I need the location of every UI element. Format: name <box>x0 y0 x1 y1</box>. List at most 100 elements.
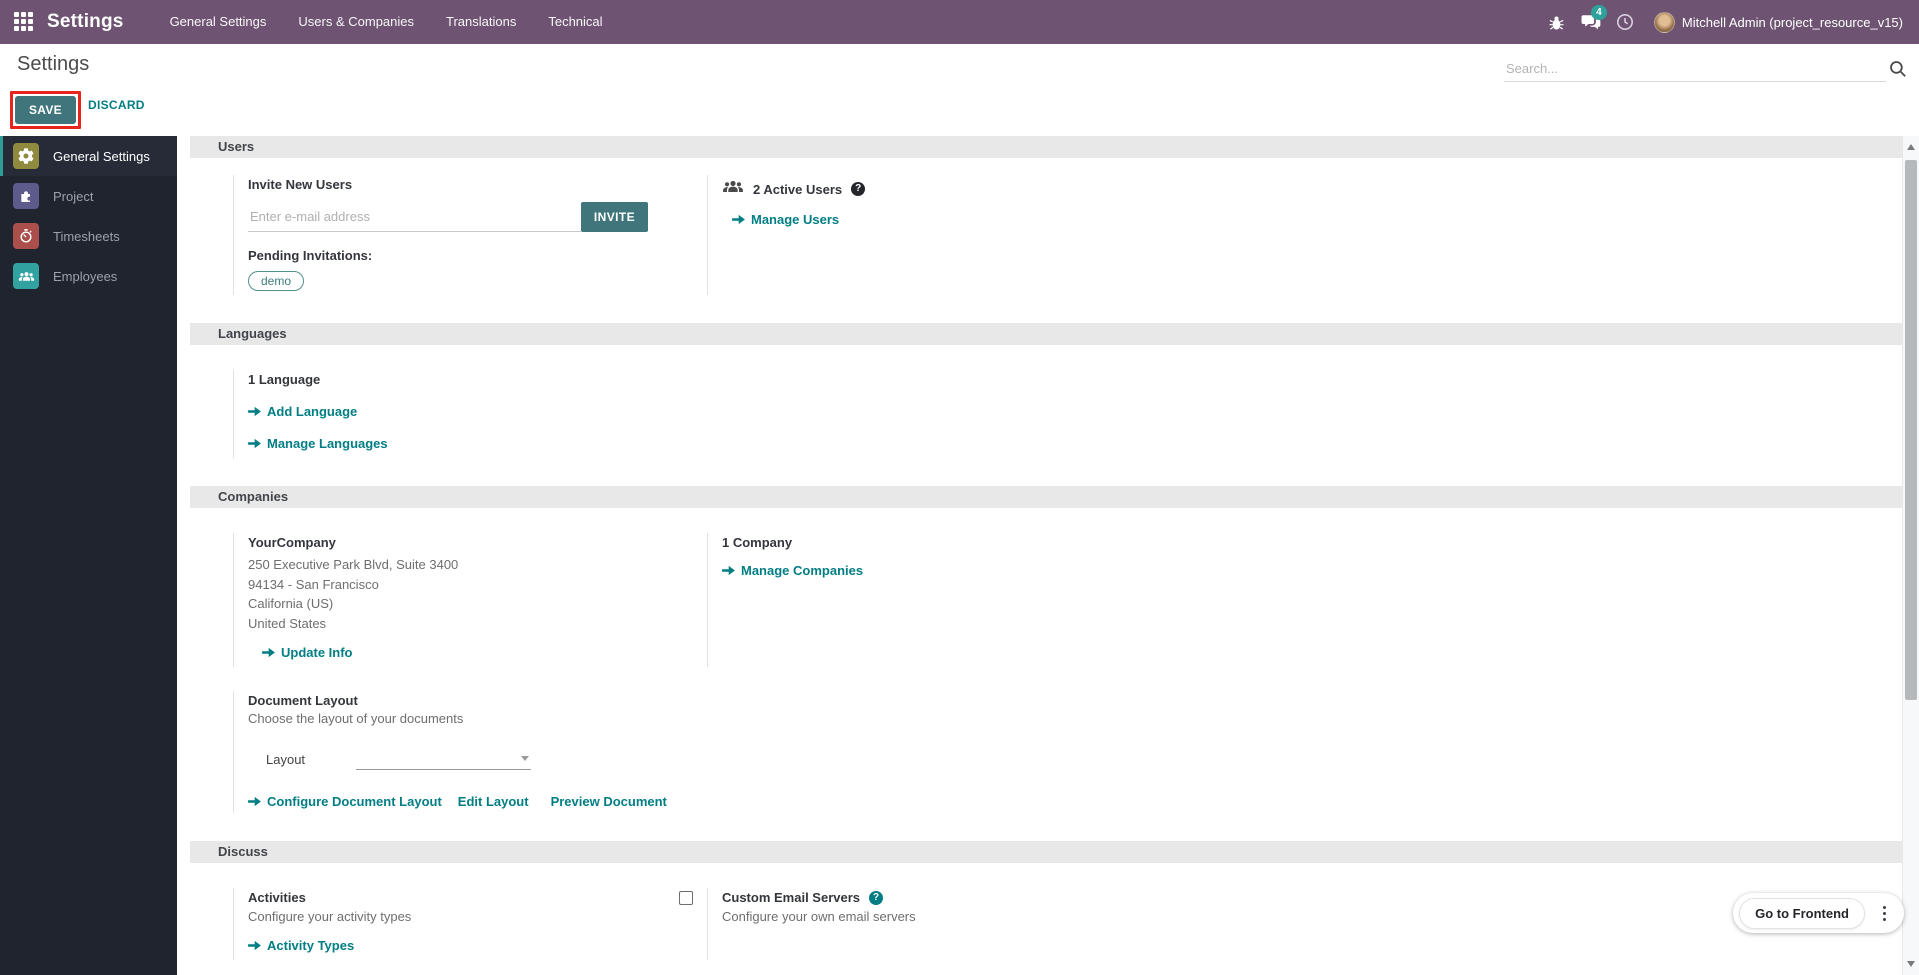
scrollbar-thumb[interactable] <box>1905 160 1917 700</box>
custom-email-help-icon[interactable]: ? <box>869 890 884 905</box>
menu-technical[interactable]: Technical <box>548 14 603 29</box>
section-header-languages: Languages <box>190 323 1902 345</box>
activities-subtitle: Configure your activity types <box>248 909 412 924</box>
company-count: 1 Company <box>722 535 793 550</box>
activities-title: Activities <box>248 890 306 905</box>
frontend-switcher-widget: Go to Frontend <box>1733 893 1904 933</box>
setting-box-activities: Activities Configure your activity types… <box>190 888 664 960</box>
company-address-line: United States <box>248 615 327 631</box>
arrow-right-icon <box>262 647 275 658</box>
app-title: Settings <box>47 11 124 32</box>
pending-invitations-label: Pending Invitations: <box>248 248 373 263</box>
custom-email-servers-checkbox[interactable] <box>679 891 693 905</box>
document-layout-title: Document Layout <box>248 693 358 708</box>
sidebar-item-timesheets[interactable]: Timesheets <box>0 216 177 256</box>
sidebar-item-project[interactable]: Project <box>0 176 177 216</box>
manage-users-link[interactable]: Manage Users <box>732 212 839 227</box>
language-count: 1 Language <box>248 372 321 387</box>
scroll-up-arrow-icon[interactable] <box>1907 144 1915 150</box>
sidebar-item-general-settings[interactable]: General Settings <box>0 136 177 176</box>
invite-new-users-label: Invite New Users <box>248 177 353 192</box>
user-menu[interactable]: Mitchell Admin (project_resource_v15) <box>1681 14 1903 30</box>
section-companies: YourCompany 250 Executive Park Blvd, Sui… <box>177 508 1902 841</box>
company-name: YourCompany <box>248 535 336 550</box>
arrow-right-icon <box>248 406 261 417</box>
manage-companies-link[interactable]: Manage Companies <box>722 563 863 578</box>
arrow-right-icon <box>722 565 735 576</box>
setting-box-languages: 1 Language Add Language Manage Languages <box>190 370 1902 458</box>
setting-box-custom-email-servers: Custom Email Servers ? Configure your ow… <box>664 888 1902 960</box>
group-users-icon <box>722 179 744 199</box>
company-address-line: California (US) <box>248 596 334 611</box>
configure-document-layout-link[interactable]: Configure Document Layout <box>248 794 442 809</box>
sidebar-label: Project <box>53 188 94 204</box>
people-icon <box>13 263 39 289</box>
sidebar-label: Timesheets <box>53 228 120 244</box>
settings-sidebar: General Settings Project Timesheets <box>0 136 177 975</box>
menu-users-companies[interactable]: Users & Companies <box>298 14 415 29</box>
arrow-right-icon <box>248 438 261 449</box>
manage-languages-link[interactable]: Manage Languages <box>248 436 388 451</box>
discard-button[interactable]: DISCARD <box>88 98 145 112</box>
kebab-menu-icon[interactable] <box>1869 898 1899 928</box>
search-icon[interactable] <box>1889 60 1907 78</box>
update-info-link[interactable]: Update Info <box>262 645 353 660</box>
company-address-line: 250 Executive Park Blvd, Suite 3400 <box>248 557 459 572</box>
arrow-right-icon <box>248 796 261 807</box>
activities-clock-icon[interactable] <box>1608 13 1642 31</box>
arrow-right-icon <box>732 214 745 225</box>
activity-types-link[interactable]: Activity Types <box>248 938 354 953</box>
scroll-down-arrow-icon[interactable] <box>1907 961 1915 967</box>
active-users-help-icon[interactable]: ? <box>851 182 866 196</box>
stopwatch-icon <box>13 223 39 249</box>
setting-box-active-users: 2 Active Users ? Manage Users <box>664 175 1902 295</box>
top-navbar: Settings General Settings Users & Compan… <box>0 0 1919 44</box>
settings-content: Users Invite New Users INVITE Pending In… <box>177 136 1902 975</box>
message-count-badge: 4 <box>1590 4 1607 20</box>
document-layout-subtitle: Choose the layout of your documents <box>248 711 464 726</box>
menu-general-settings[interactable]: General Settings <box>169 14 267 29</box>
menu-translations[interactable]: Translations <box>446 14 517 29</box>
gear-icon <box>13 143 39 169</box>
layout-field-label: Layout <box>266 751 306 767</box>
chevron-down-icon <box>521 756 529 761</box>
navbar-menus: General Settings Users & Companies Trans… <box>154 0 619 44</box>
go-to-frontend-button[interactable]: Go to Frontend <box>1739 897 1865 929</box>
user-avatar[interactable] <box>1653 11 1675 33</box>
custom-email-servers-title: Custom Email Servers <box>722 890 861 905</box>
custom-email-servers-subtitle: Configure your own email servers <box>722 909 916 924</box>
sidebar-label: Employees <box>53 268 118 284</box>
save-button[interactable]: SAVE <box>15 96 76 124</box>
edit-layout-link[interactable]: Edit Layout <box>457 794 529 809</box>
setting-box-invite-users: Invite New Users INVITE Pending Invitati… <box>190 175 664 295</box>
preview-document-link[interactable]: Preview Document <box>550 794 667 809</box>
company-address-line: 94134 - San Francisco <box>248 576 379 592</box>
section-header-companies: Companies <box>190 486 1902 508</box>
section-languages: 1 Language Add Language Manage Languages <box>177 345 1902 486</box>
layout-select[interactable] <box>356 748 531 770</box>
messages-icon[interactable]: 4 <box>1574 4 1608 31</box>
sidebar-label: General Settings <box>53 148 150 164</box>
arrow-right-icon <box>248 940 261 951</box>
save-annotation-box: SAVE <box>10 91 81 129</box>
pending-invitation-tag[interactable]: demo <box>248 271 305 291</box>
search-input[interactable] <box>1504 56 1886 82</box>
active-users-label: 2 Active Users <box>753 181 843 197</box>
setting-box-company-info: YourCompany 250 Executive Park Blvd, Sui… <box>190 533 664 667</box>
setting-box-company-count: 1 Company Manage Companies <box>664 533 1902 667</box>
section-users: Invite New Users INVITE Pending Invitati… <box>177 158 1902 323</box>
section-discuss: Activities Configure your activity types… <box>177 863 1902 975</box>
puzzle-icon <box>13 183 39 209</box>
page-title: Settings <box>17 53 90 75</box>
section-header-users: Users <box>190 136 1902 158</box>
add-language-link[interactable]: Add Language <box>248 404 357 419</box>
control-panel: Settings SAVE DISCARD <box>0 44 1919 136</box>
debug-bug-icon[interactable] <box>1540 14 1574 31</box>
invite-email-input[interactable] <box>248 202 581 232</box>
setting-box-document-layout: Document Layout Choose the layout of you… <box>190 691 1090 813</box>
section-header-discuss: Discuss <box>190 841 1902 863</box>
invite-button[interactable]: INVITE <box>580 202 648 232</box>
sidebar-item-employees[interactable]: Employees <box>0 256 177 296</box>
vertical-scrollbar[interactable] <box>1902 136 1919 975</box>
apps-grid-icon[interactable] <box>14 12 34 32</box>
